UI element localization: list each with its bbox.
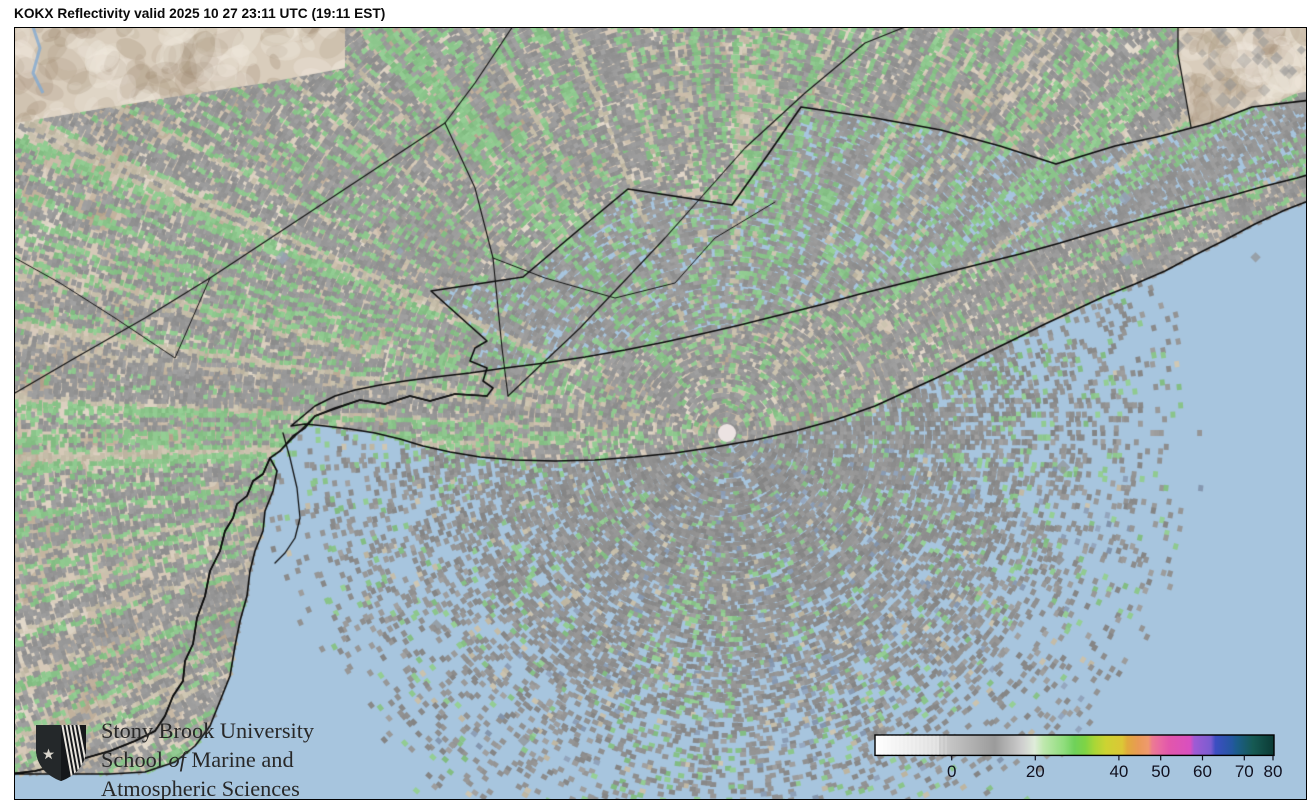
svg-text:40: 40 [1109, 762, 1128, 781]
svg-text:60: 60 [1193, 762, 1212, 781]
svg-text:50: 50 [1151, 762, 1170, 781]
svg-text:70: 70 [1235, 762, 1254, 781]
svg-text:80: 80 [1264, 762, 1283, 781]
svg-text:0: 0 [947, 762, 956, 781]
svg-text:20: 20 [1026, 762, 1045, 781]
